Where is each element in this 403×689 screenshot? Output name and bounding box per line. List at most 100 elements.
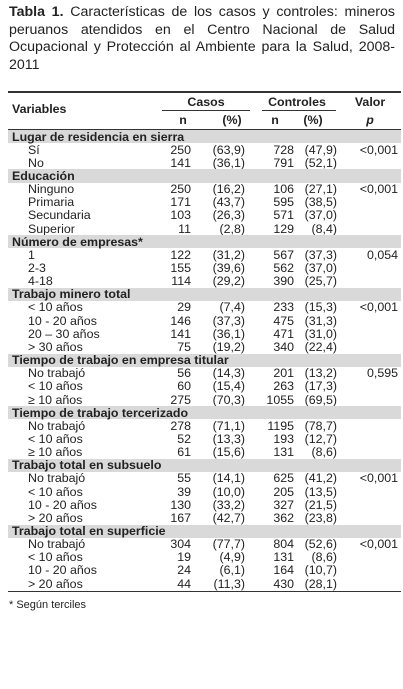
section-band (8, 235, 401, 249)
p-value: <0,001 (359, 182, 398, 197)
controles-n: 327 (273, 497, 294, 512)
header-n-controles: n (271, 113, 279, 127)
controles-n: 201 (273, 366, 294, 381)
controles-pct: (15,3) (304, 300, 337, 315)
controles-n: 263 (273, 379, 294, 394)
controles-n: 131 (273, 550, 294, 565)
section-band (8, 353, 401, 367)
header-p: p (366, 113, 374, 127)
casos-n: 52 (177, 431, 191, 446)
casos-pct: (31,2) (212, 247, 245, 262)
row-label: Superior (28, 221, 75, 236)
controles-n: 131 (273, 445, 294, 460)
controles-pct: (21,5) (304, 497, 337, 512)
section-title: Trabajo total en subsuelo (12, 458, 162, 473)
controles-pct: (27,1) (304, 182, 337, 197)
row-label: No trabajó (28, 537, 86, 552)
caption-label: Tabla 1. (9, 4, 64, 20)
casos-pct: (14,1) (212, 471, 245, 486)
p-value: <0,001 (359, 142, 398, 157)
controles-pct: (8,6) (311, 550, 337, 565)
header-casos: Casos (187, 95, 225, 109)
casos-pct: (77,7) (212, 537, 245, 552)
casos-n: 130 (170, 497, 191, 512)
casos-n: 146 (170, 313, 191, 328)
header-n-casos: n (179, 113, 187, 127)
controles-pct: (31,0) (304, 326, 337, 341)
controles-n: 193 (273, 431, 294, 446)
row-label: Sí (28, 142, 40, 157)
casos-rule (162, 110, 250, 111)
row-label: 10 - 20 años (28, 563, 97, 578)
section-band (8, 287, 401, 301)
casos-pct: (36,1) (212, 155, 245, 170)
casos-n: 122 (170, 247, 191, 262)
casos-pct: (33,2) (212, 497, 245, 512)
casos-pct: (16,2) (212, 182, 245, 197)
controles-pct: (69,5) (304, 392, 337, 407)
controles-pct: (23,8) (304, 510, 337, 525)
row-label: Ninguno (28, 182, 75, 197)
controles-n: 164 (273, 563, 294, 578)
controles-n: 430 (273, 576, 294, 591)
header-pct-casos: (%) (222, 113, 242, 127)
casos-n: 11 (178, 221, 191, 236)
bottom-rule (8, 591, 401, 593)
section-title: Trabajo minero total (12, 287, 131, 302)
casos-n: 24 (177, 563, 191, 578)
row-label: Secundaria (28, 208, 91, 223)
casos-pct: (36,1) (212, 326, 245, 341)
row-label: < 10 años (28, 431, 83, 446)
casos-n: 103 (170, 208, 191, 223)
section-title: Número de empresas* (12, 234, 143, 249)
top-rule (8, 91, 401, 93)
controles-n: 728 (273, 142, 294, 157)
casos-n: 141 (170, 326, 191, 341)
controles-n: 471 (273, 326, 294, 341)
controles-pct: (31,3) (304, 313, 337, 328)
casos-pct: (42,7) (212, 510, 245, 525)
casos-n: 56 (177, 366, 191, 381)
row-label: No (28, 155, 44, 170)
casos-n: 19 (177, 550, 191, 565)
casos-pct: (29,2) (212, 274, 245, 289)
casos-n: 60 (177, 379, 191, 394)
controles-rule (262, 110, 336, 111)
section-band (8, 169, 401, 183)
controles-pct: (13,2) (304, 366, 337, 381)
controles-pct: (17,3) (304, 379, 337, 394)
casos-pct: (15,4) (212, 379, 245, 394)
controles-pct: (12,7) (304, 431, 337, 446)
footnote: * Según terciles (9, 599, 87, 612)
casos-pct: (7,4) (219, 300, 245, 315)
controles-n: 1195 (267, 418, 294, 433)
casos-n: 114 (171, 274, 191, 289)
controles-n: 106 (273, 182, 294, 197)
controles-n: 390 (273, 274, 294, 289)
casos-pct: (2,8) (219, 221, 245, 236)
controles-n: 475 (273, 313, 294, 328)
controles-pct: (47,9) (304, 142, 337, 157)
controles-n: 233 (273, 300, 294, 315)
controles-pct: (37,0) (304, 208, 337, 223)
controles-pct: (38,5) (304, 195, 337, 210)
controles-pct: (10,7) (304, 563, 337, 578)
casos-n: 304 (170, 537, 191, 552)
casos-pct: (63,9) (212, 142, 245, 157)
row-label: No trabajó (28, 418, 86, 433)
p-value: 0,054 (366, 247, 398, 262)
row-label: > 20 años (28, 510, 83, 525)
casos-pct: (6,1) (219, 563, 245, 578)
section-title: Tiempo de trabajo en empresa titular (12, 353, 229, 368)
casos-pct: (37,3) (212, 313, 245, 328)
casos-pct: (15,6) (212, 445, 245, 460)
p-value: 0,595 (366, 366, 398, 381)
section-title: Educación (12, 168, 75, 183)
casos-n: 29 (177, 300, 191, 315)
section-title: Lugar de residencia en sierra (12, 129, 185, 144)
header-variables: Variables (12, 102, 67, 116)
row-label: 2-3 (28, 261, 46, 275)
row-label: No trabajó (28, 471, 86, 486)
controles-pct: (22,4) (304, 339, 337, 354)
